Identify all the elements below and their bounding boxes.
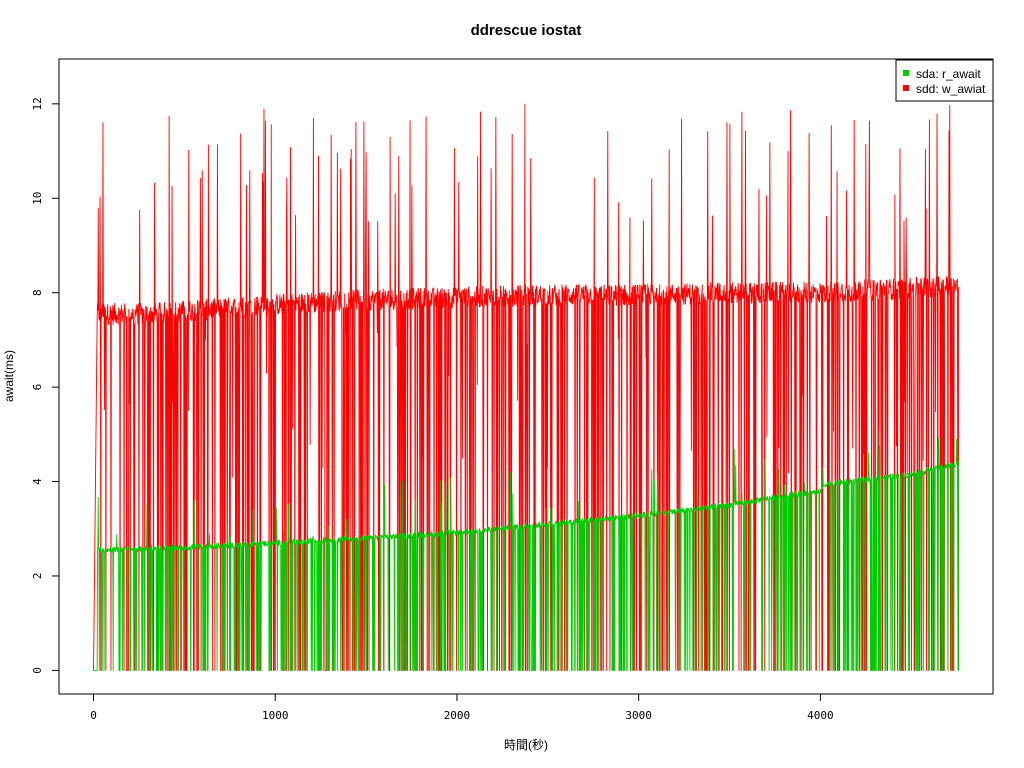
series-line-sdd (93, 103, 959, 671)
legend-label-sdd: sdd: w_awiat (916, 82, 986, 96)
x-axis-label: 時間(秒) (504, 738, 548, 752)
x-tick-label: 1000 (262, 709, 289, 722)
y-tick-label: 4 (31, 478, 44, 485)
legend: sda: r_await sdd: w_awiat (895, 59, 994, 102)
x-tick-label: 0 (90, 709, 97, 722)
chart-title: ddrescue iostat (471, 22, 582, 39)
legend-box (895, 59, 994, 102)
series-line-sda (93, 431, 959, 671)
series-layer (93, 103, 959, 671)
x-tick-label: 2000 (444, 709, 471, 722)
y-tick-label: 12 (31, 97, 44, 110)
y-tick-label: 2 (31, 573, 44, 580)
x-tick-label: 4000 (807, 709, 834, 722)
y-tick-label: 10 (31, 192, 44, 205)
y-axis: 0 2 4 6 8 10 12 (31, 97, 60, 674)
legend-label-sda: sda: r_await (916, 67, 981, 81)
y-tick-label: 8 (31, 289, 44, 296)
legend-swatch-sdd (903, 85, 909, 91)
legend-swatch-sda (903, 70, 909, 76)
y-axis-label: await(ms) (2, 350, 16, 402)
y-tick-label: 6 (31, 384, 44, 391)
x-tick-label: 3000 (625, 709, 652, 722)
x-axis: 0 1000 2000 3000 4000 (90, 693, 834, 722)
y-tick-label: 0 (31, 667, 44, 674)
